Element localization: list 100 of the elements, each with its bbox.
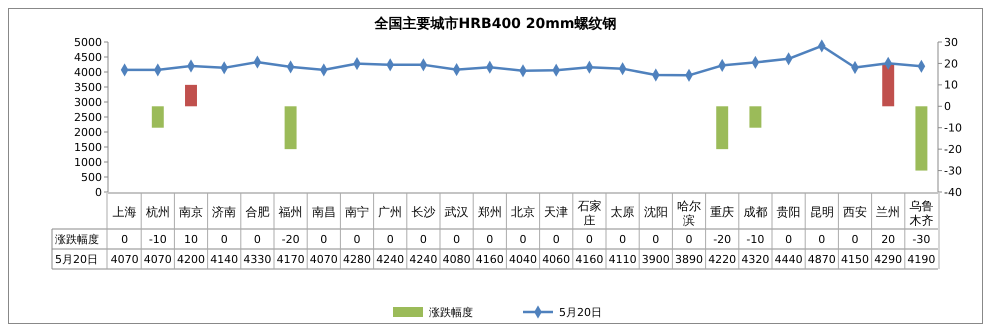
y-tick-label: 3500 <box>74 80 102 94</box>
y-tick-label: 1500 <box>74 140 102 154</box>
data-label: 3890 <box>675 252 703 266</box>
x-tick-label: 长沙 <box>411 205 436 220</box>
y-tick-label: 1000 <box>74 156 102 169</box>
x-tick-label: 西安 <box>843 205 867 220</box>
y2-tick-label: 0 <box>944 100 951 114</box>
data-label: 0 <box>785 232 792 246</box>
data-label: 4240 <box>376 252 404 266</box>
data-label: 4080 <box>442 252 471 266</box>
y-tick-label: 5000 <box>74 36 102 49</box>
data-label: 4190 <box>907 252 936 266</box>
data-label: 0 <box>586 232 593 246</box>
x-tick-label: 贵阳 <box>776 205 801 220</box>
bar <box>152 106 164 128</box>
data-label: 0 <box>818 232 826 246</box>
data-label: 0 <box>386 232 394 246</box>
chart-title: 全国主要城市HRB400 20mm螺纹钢 <box>374 15 616 32</box>
data-label: 4240 <box>409 252 438 266</box>
text: 5月20日 <box>55 252 98 266</box>
data-label: 0 <box>652 232 660 246</box>
data-label: 4440 <box>774 252 803 266</box>
bar <box>915 106 928 171</box>
x-tick-label: 南昌 <box>312 205 336 220</box>
y2-tick-label: -40 <box>944 186 962 199</box>
data-label: 0 <box>354 232 360 246</box>
x-tick-label: 济南 <box>212 205 236 220</box>
x-tick-label: 太原 <box>610 205 635 220</box>
data-label: 10 <box>184 232 198 246</box>
x-tick-label: 上海 <box>112 205 137 220</box>
data-label: 0 <box>619 232 626 246</box>
data-label: 0 <box>453 232 460 246</box>
data-label: 4110 <box>608 252 637 266</box>
data-label: 4290 <box>874 252 902 266</box>
data-label: 0 <box>520 232 526 246</box>
data-label: 4060 <box>542 252 570 266</box>
y-tick-label: 2000 <box>74 126 102 139</box>
data-label: 4070 <box>110 252 139 266</box>
data-label: 0 <box>552 232 560 246</box>
y-tick-label: 2500 <box>74 110 102 124</box>
bar <box>749 106 762 128</box>
data-label: 4330 <box>243 252 272 266</box>
y-tick-label: 3000 <box>74 96 102 109</box>
x-tick-label: 北京 <box>511 205 535 220</box>
x-tick-label: 南京 <box>179 205 203 220</box>
data-label: 4220 <box>708 252 736 266</box>
y2-tick-label: 20 <box>944 57 958 70</box>
x-tick-label: 沈阳 <box>644 205 668 220</box>
data-label: 20 <box>881 232 896 246</box>
data-label: -30 <box>912 232 930 246</box>
data-label: -20 <box>282 232 300 246</box>
data-label: 4070 <box>310 252 338 266</box>
data-label: 4320 <box>741 252 770 266</box>
x-tick-label: 南宁 <box>345 205 369 220</box>
x-tick-label: 广州 <box>378 205 402 220</box>
data-label: 4200 <box>177 252 205 266</box>
data-label: 0 <box>686 232 692 246</box>
x-tick-label: 哈尔滨 <box>677 199 701 228</box>
x-tick-label: 郑州 <box>478 205 502 220</box>
data-label: -20 <box>713 232 732 246</box>
data-label: 0 <box>320 232 328 246</box>
y2-tick-label: -20 <box>944 142 962 156</box>
data-label: 0 <box>254 232 261 246</box>
y-tick-label: 4000 <box>74 66 102 79</box>
y2-tick-label: -10 <box>944 122 962 135</box>
x-tick-label: 杭州 <box>144 205 170 220</box>
legend-label: 5月20日 <box>559 306 602 319</box>
data-label: -10 <box>746 232 764 246</box>
data-label: 0 <box>121 232 128 246</box>
x-tick-label: 成都 <box>743 205 768 220</box>
data-label: 4150 <box>841 252 869 266</box>
data-label: 3900 <box>642 252 670 266</box>
data-label: 4160 <box>476 252 504 266</box>
data-label: 4040 <box>509 252 537 266</box>
bar <box>882 63 894 106</box>
data-label: 0 <box>852 232 858 246</box>
y2-tick-label: 30 <box>944 36 958 49</box>
y-tick-label: 4500 <box>74 50 102 64</box>
data-label: 4170 <box>276 252 305 266</box>
y-tick-label: 500 <box>81 170 102 184</box>
data-label: 4140 <box>210 252 238 266</box>
data-label: 4280 <box>343 252 371 266</box>
data-label: 0 <box>220 232 228 246</box>
data-label: 0 <box>486 232 494 246</box>
x-tick-label: 福州 <box>278 205 303 220</box>
y2-tick-label: 10 <box>944 78 958 92</box>
x-tick-label: 武汉 <box>444 205 469 220</box>
data-label: 4160 <box>575 252 604 266</box>
text: 涨跌幅度 <box>55 232 99 246</box>
x-tick-label: 石家庄 <box>577 199 602 228</box>
y2-tick-label: -30 <box>944 164 962 178</box>
y-tick-label: 0 <box>95 186 102 199</box>
bar <box>716 106 728 150</box>
x-tick-label: 天津 <box>544 205 568 220</box>
data-label: 4070 <box>144 252 172 266</box>
x-tick-label: 乌鲁木齐 <box>909 199 934 228</box>
x-tick-label: 昆明 <box>810 205 834 220</box>
data-label: -10 <box>148 232 167 246</box>
x-tick-label: 兰州 <box>876 205 900 220</box>
data-label: 0 <box>420 232 427 246</box>
